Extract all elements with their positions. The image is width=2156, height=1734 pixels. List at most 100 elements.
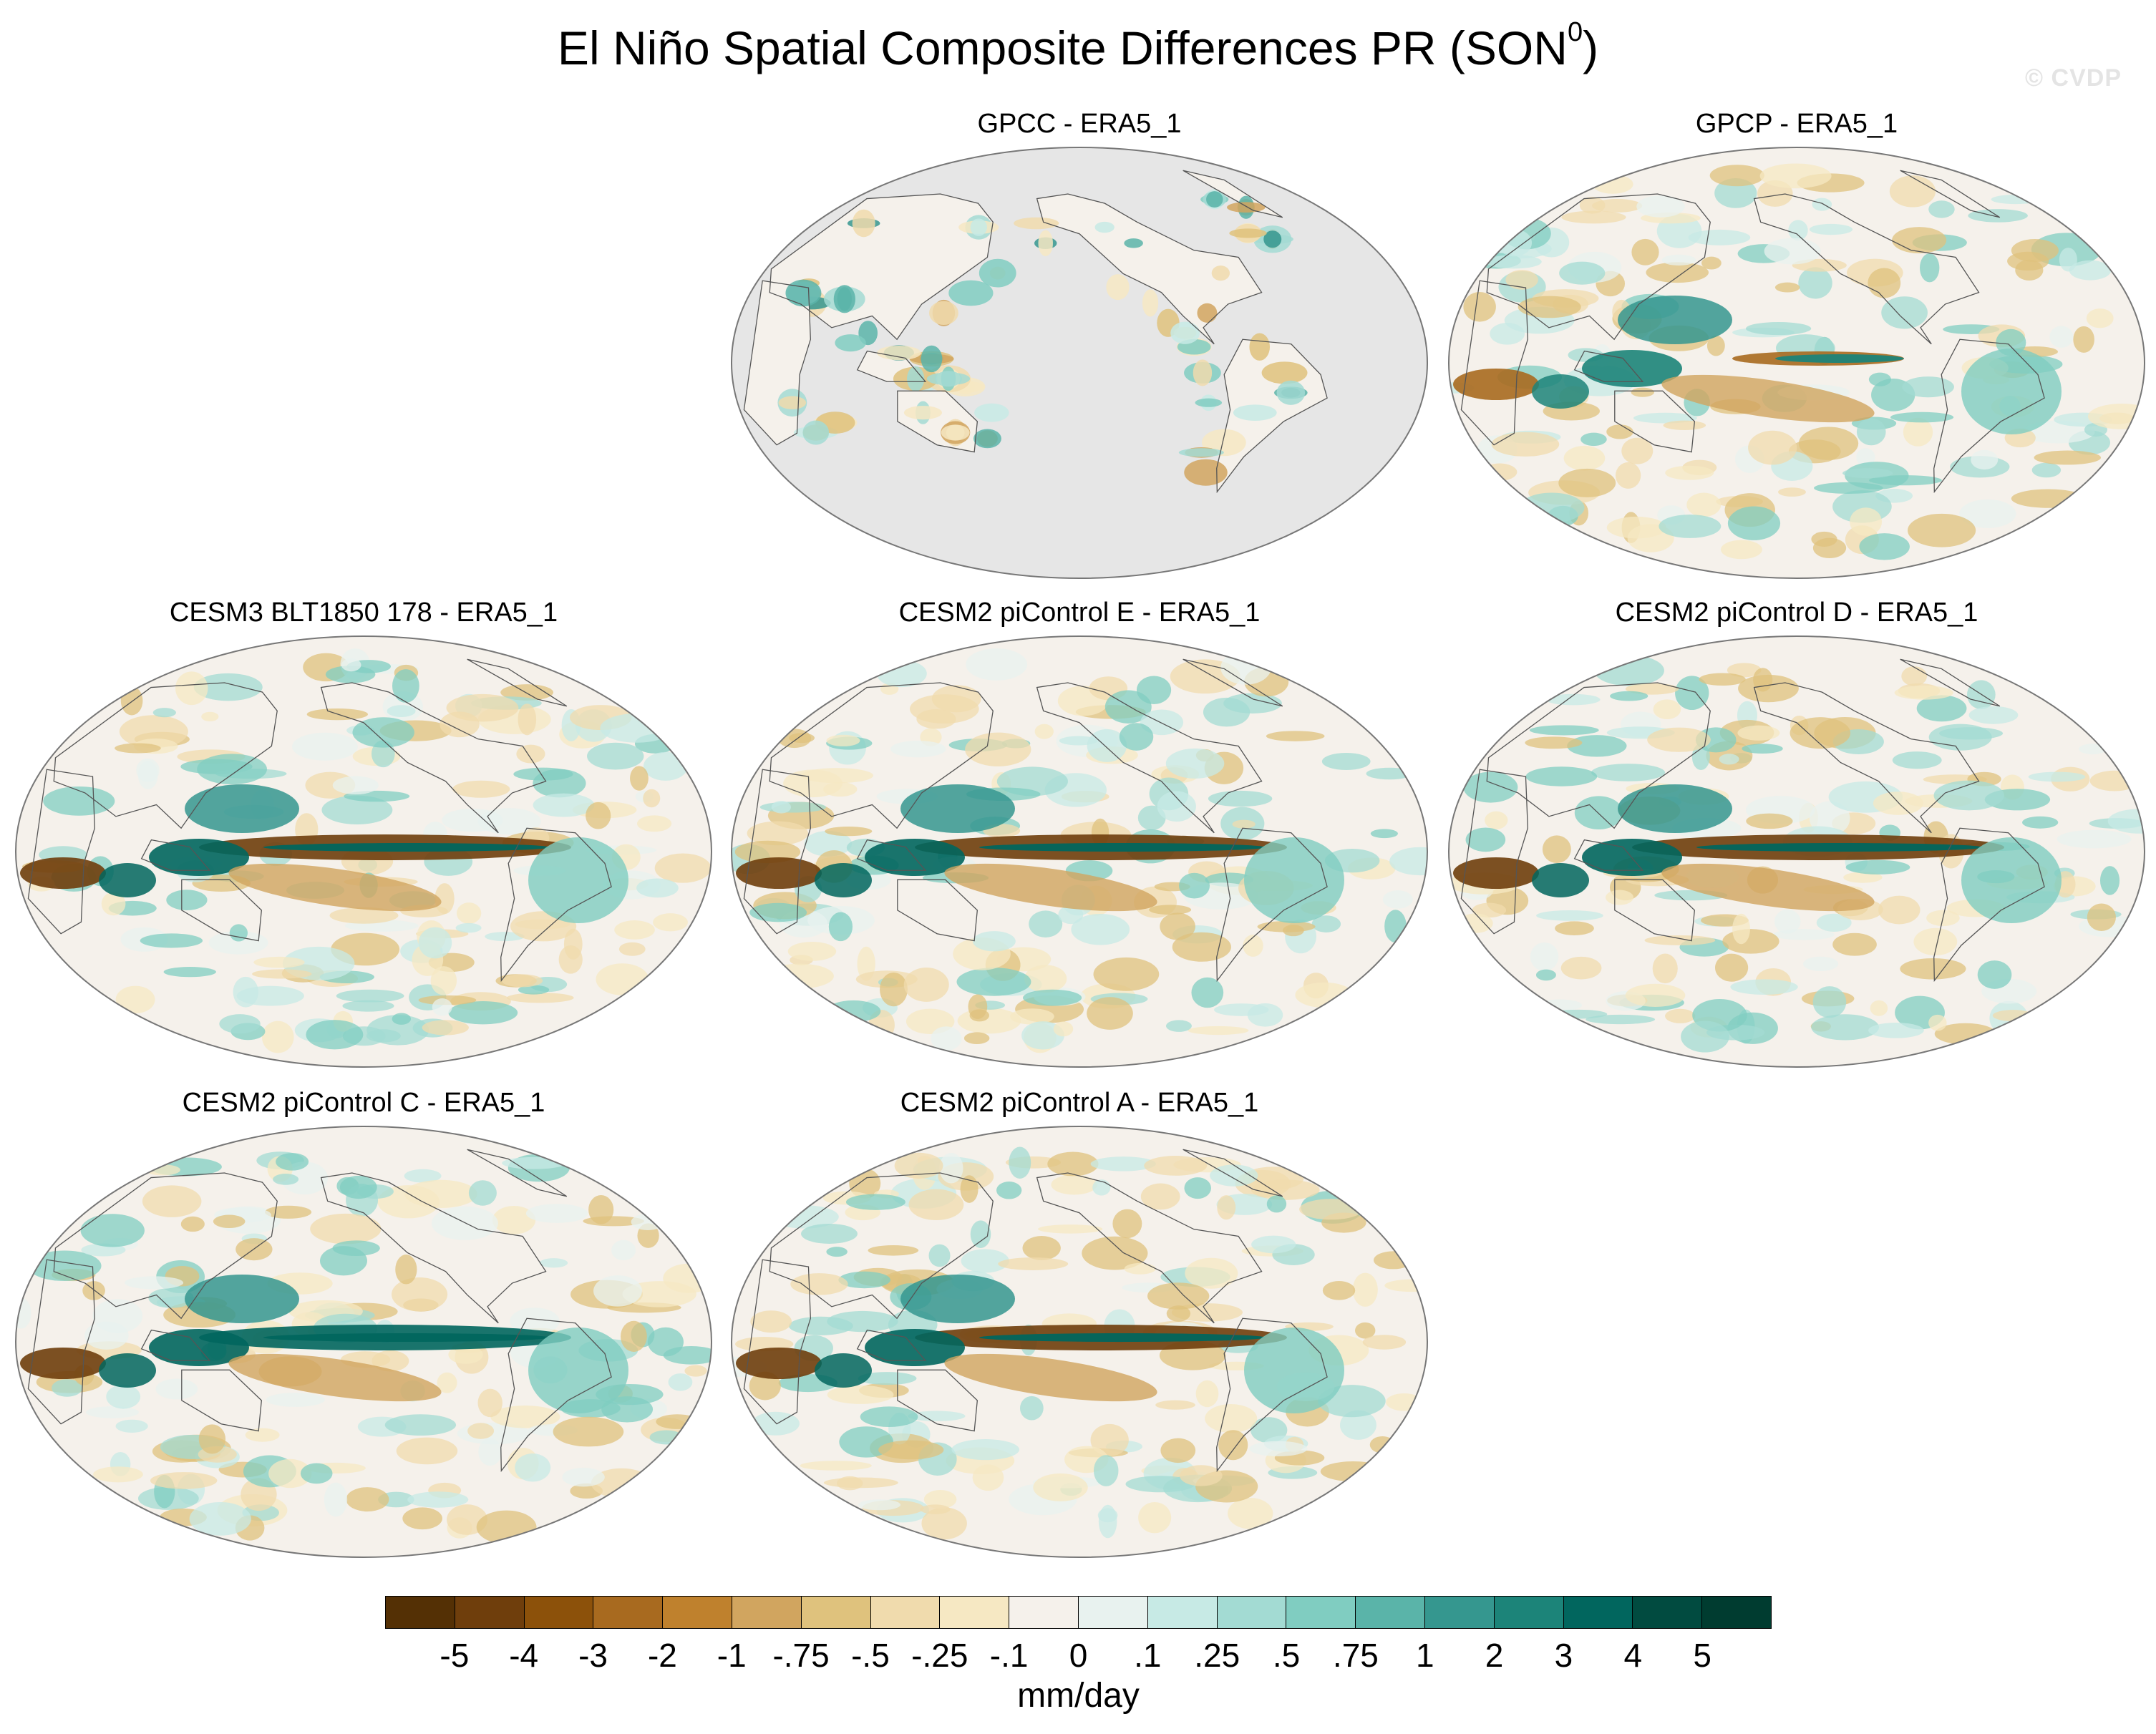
colorbar-swatch (1563, 1597, 1633, 1628)
anomaly-band (263, 1333, 550, 1342)
anomaly-patch (1802, 956, 1839, 971)
anomaly-patch (948, 280, 994, 306)
anomaly-patch (163, 967, 216, 978)
anomaly-patch (1903, 417, 1933, 447)
anomaly-patch (1709, 165, 1764, 187)
anomaly-patch (1362, 1335, 1407, 1350)
anomaly-band (1961, 837, 2062, 923)
anomaly-band (1453, 369, 1539, 400)
anomaly-patch (1558, 468, 1616, 497)
anomaly-patch (2059, 248, 2077, 272)
anomaly-patch (166, 890, 208, 910)
anomaly-patch (468, 1180, 497, 1206)
anomaly-patch (771, 801, 792, 814)
anomaly-patch (201, 711, 219, 722)
anomaly-patch (2069, 260, 2112, 281)
anomaly-patch (1549, 1009, 1608, 1019)
anomaly-patch (478, 1438, 502, 1466)
anomaly-patch (1249, 1441, 1308, 1456)
anomaly-patch (1166, 1305, 1190, 1322)
coastline (897, 390, 979, 453)
anomaly-patch (1138, 1502, 1172, 1534)
precip-map-cesm2d (1448, 635, 2145, 1068)
anomaly-patch (124, 1276, 184, 1290)
colorbar-swatch (1702, 1597, 1771, 1628)
anomaly-patch (593, 1275, 642, 1307)
anomaly-band (979, 843, 1266, 852)
anomaly-patch (1352, 1272, 1378, 1307)
anomaly-patch (1082, 1236, 1148, 1270)
anomaly-patch (1053, 1021, 1074, 1037)
coastline (856, 350, 927, 382)
anomaly-patch (1505, 270, 1538, 290)
anomaly-patch (1659, 514, 1722, 538)
anomaly-patch (1491, 432, 1560, 457)
anomaly-patch (321, 795, 393, 825)
figure-title: El Niño Spatial Composite Differences PR… (557, 17, 1599, 74)
colorbar-swatch (455, 1597, 525, 1628)
anomaly-patch (1536, 910, 1603, 921)
anomaly-patch (1594, 655, 1664, 686)
anomaly-patch (588, 1194, 614, 1224)
coastline (1753, 682, 1980, 834)
anomaly-patch (492, 1206, 536, 1234)
anomaly-patch (1094, 221, 1115, 233)
anomaly-patch (306, 1020, 364, 1050)
anomaly-patch (759, 802, 826, 813)
anomaly-patch (1748, 430, 1797, 465)
anomaly-patch (341, 658, 361, 672)
anomaly-patch (1759, 163, 1832, 189)
anomaly-patch (1218, 1430, 1248, 1461)
anomaly-patch (396, 1437, 458, 1465)
anomaly-patch (434, 883, 455, 915)
anomaly-patch (1591, 764, 1666, 781)
anomaly-patch (845, 1194, 905, 1210)
colorbar-units: mm/day (1017, 1677, 1140, 1715)
anomaly-patch (1233, 404, 1277, 421)
anomaly-patch (1125, 1476, 1195, 1493)
anomaly-patch (1482, 463, 1518, 481)
anomaly-patch (1087, 729, 1127, 762)
anomaly-patch (647, 1327, 684, 1357)
anomaly-patch (1184, 459, 1228, 486)
anomaly-patch (802, 420, 830, 445)
anomaly-patch (219, 1014, 261, 1034)
precip-map-cesm2a (731, 1126, 1428, 1558)
anomaly-patch (1859, 533, 1910, 560)
anomaly-patch (1625, 683, 1679, 695)
coastline (53, 682, 278, 829)
anomaly-patch (941, 424, 970, 441)
coastline (500, 827, 612, 983)
anomaly-patch (392, 1277, 448, 1312)
anomaly-patch (838, 1271, 890, 1289)
anomaly-patch (1009, 1146, 1031, 1179)
anomaly-patch (366, 1029, 401, 1043)
anomaly-patch (1545, 693, 1601, 706)
coastline (53, 1172, 278, 1320)
colorbar-tick-label: 0 (1069, 1637, 1088, 1674)
anomaly-patch (1142, 289, 1159, 317)
anomaly-patch (621, 1320, 647, 1352)
anomaly-patch (52, 1379, 83, 1397)
anomaly-patch (1991, 195, 2040, 205)
anomaly-patch (16, 1297, 31, 1329)
anomaly-patch (1764, 238, 1821, 265)
anomaly-band (228, 1353, 442, 1402)
anomaly-patch (1227, 202, 1266, 213)
anomaly-patch (422, 1020, 469, 1036)
anomaly-patch (1868, 1023, 1924, 1038)
coastline (769, 193, 994, 341)
anomaly-patch (601, 1396, 654, 1423)
anomaly-patch (907, 366, 925, 391)
anomaly-patch (1812, 986, 1847, 1018)
anomaly-patch (1051, 1174, 1097, 1195)
anomaly-patch (790, 1273, 848, 1295)
anomaly-patch (903, 968, 949, 1002)
coastline (1900, 658, 2001, 707)
anomaly-patch (903, 406, 942, 420)
precip-map-cesm3 (15, 635, 712, 1068)
anomaly-patch (1919, 253, 1940, 283)
colorbar-swatch (1147, 1597, 1218, 1628)
colorbar-swatch (1494, 1597, 1564, 1628)
anomaly-patch (654, 853, 712, 883)
